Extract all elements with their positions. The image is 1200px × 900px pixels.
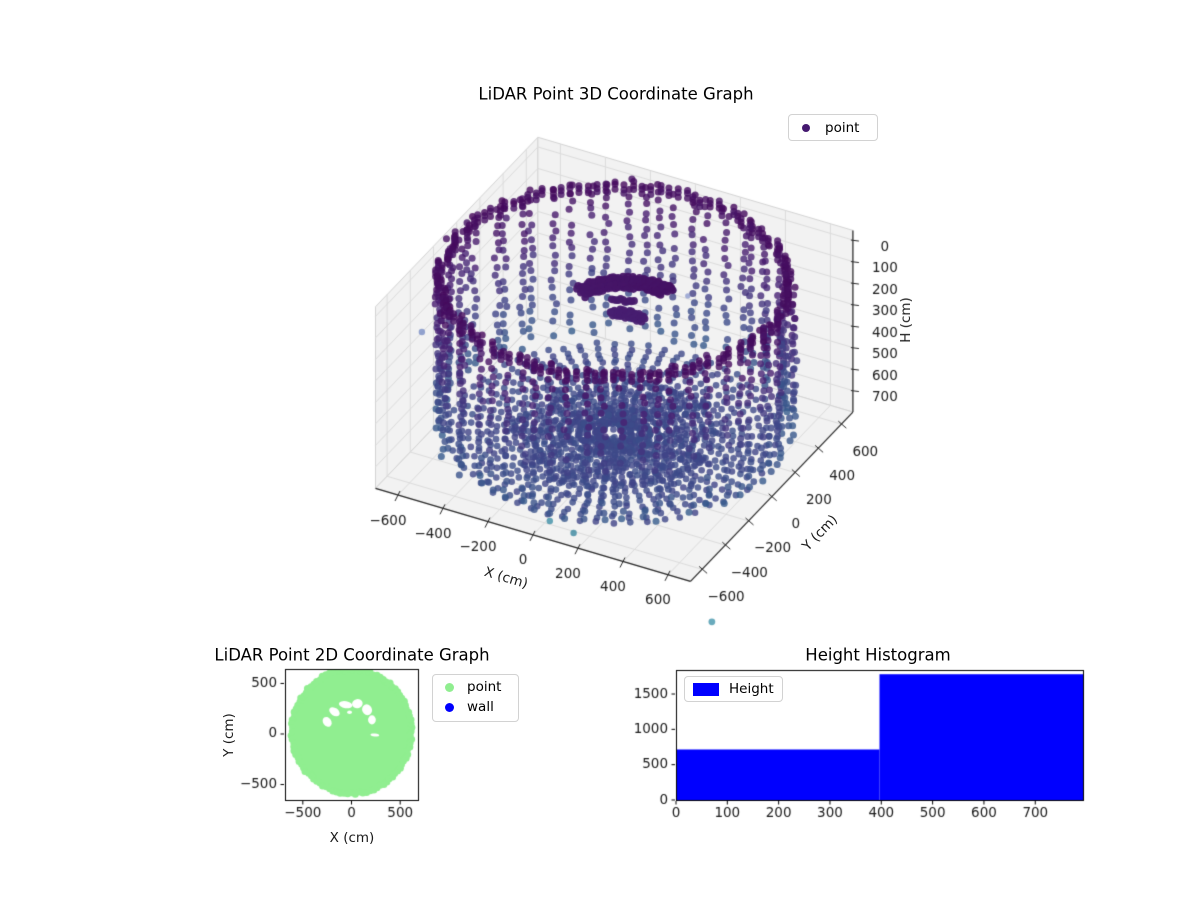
point-marker-icon — [802, 123, 810, 132]
wall-marker-icon — [445, 702, 454, 712]
histogram-title: Height Histogram — [805, 645, 951, 665]
plot2d-legend-label-wall: wall — [467, 699, 494, 715]
plot2d-ylabel: Y (cm) — [221, 713, 237, 757]
histogram-legend-label: Height — [729, 681, 774, 697]
plot2d-title: LiDAR Point 2D Coordinate Graph — [214, 645, 490, 665]
height-swatch-icon — [693, 682, 719, 696]
plot2d-legend: point wall — [432, 674, 519, 722]
plot3d-legend: point — [788, 114, 878, 141]
plot2d-xlabel: X (cm) — [329, 830, 375, 846]
plot2d-legend-label-point: point — [467, 679, 502, 695]
plot3d-legend-label: point — [825, 119, 860, 136]
plot3d-zlabel: H (cm) — [898, 297, 914, 343]
histogram-legend: Height — [684, 676, 783, 702]
point-marker-icon — [445, 682, 454, 692]
plot3d-title: LiDAR Point 3D Coordinate Graph — [478, 84, 754, 104]
